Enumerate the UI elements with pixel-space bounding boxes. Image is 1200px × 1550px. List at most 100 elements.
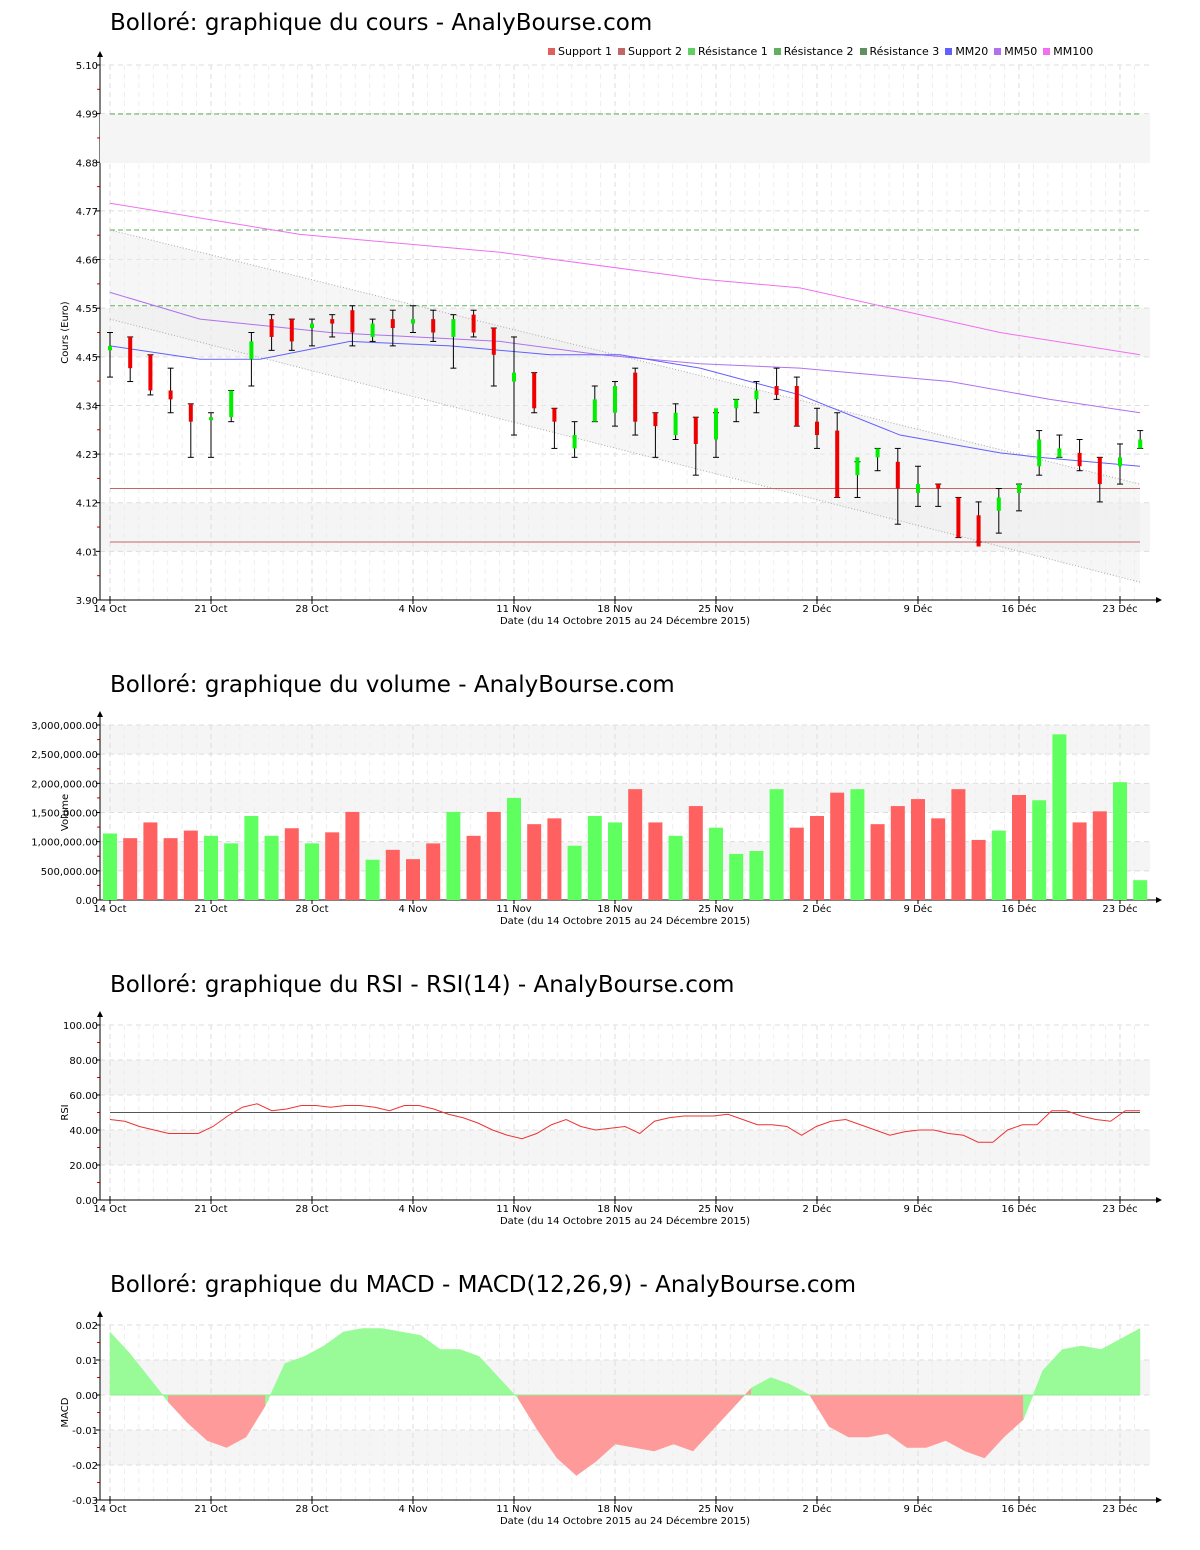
- svg-text:0.00: 0.00: [76, 1196, 98, 1207]
- svg-text:20.00: 20.00: [69, 1161, 98, 1172]
- legend-swatch-icon: [994, 48, 1002, 55]
- svg-text:18 Nov: 18 Nov: [597, 1204, 633, 1215]
- svg-text:60.00: 60.00: [69, 1091, 98, 1102]
- svg-text:4.34: 4.34: [76, 401, 98, 412]
- svg-text:4.12: 4.12: [76, 499, 98, 510]
- legend-item: Support 1: [548, 45, 612, 58]
- svg-text:4 Nov: 4 Nov: [398, 604, 427, 615]
- svg-text:16 Déc: 16 Déc: [1001, 1203, 1036, 1215]
- svg-text:2 Déc: 2 Déc: [803, 903, 832, 915]
- svg-text:80.00: 80.00: [69, 1056, 98, 1067]
- volume-chart: 3,000,000.00 2,500,000.00 2,000,000.00 1,50…: [31, 711, 1162, 927]
- legend-item: MM50: [994, 45, 1037, 58]
- svg-text:Date (du 14 Octobre 2015 au 24: Date (du 14 Octobre 2015 au 24 Décembre …: [500, 1515, 750, 1527]
- svg-text:2,000,000.00: 2,000,000.00: [31, 779, 98, 790]
- svg-text:4 Nov: 4 Nov: [398, 1504, 427, 1515]
- svg-text:Date (du 14 Octobre 2015 au 24: Date (du 14 Octobre 2015 au 24 Décembre …: [500, 615, 750, 627]
- svg-text:-0.01: -0.01: [72, 1426, 98, 1437]
- price-chart: 5.10 4.99 4.88 4.77 4.66 4.55 4.45 4.34 4.23 4.12…: [60, 51, 1162, 627]
- legend-item: MM100: [1043, 45, 1093, 58]
- svg-text:3.90: 3.90: [76, 596, 98, 607]
- svg-text:14 Oct: 14 Oct: [93, 1504, 126, 1515]
- svg-text:2,500,000.00: 2,500,000.00: [31, 750, 98, 761]
- svg-text:18 Nov: 18 Nov: [597, 904, 633, 915]
- svg-text:16 Déc: 16 Déc: [1001, 903, 1036, 915]
- svg-text:9 Déc: 9 Déc: [904, 1503, 933, 1515]
- svg-text:4.88: 4.88: [76, 158, 98, 169]
- legend-swatch-icon: [1043, 48, 1051, 55]
- svg-text:4.45: 4.45: [76, 353, 98, 364]
- svg-text:28 Oct: 28 Oct: [295, 604, 328, 615]
- svg-text:25 Nov: 25 Nov: [698, 604, 734, 615]
- svg-text:Cours (Euro): Cours (Euro): [60, 301, 71, 364]
- legend-item: Support 2: [617, 45, 682, 58]
- svg-text:28 Oct: 28 Oct: [295, 904, 328, 915]
- svg-text:16 Déc: 16 Déc: [1001, 1503, 1036, 1515]
- svg-text:11 Nov: 11 Nov: [496, 904, 532, 915]
- legend-swatch-icon: [859, 48, 867, 55]
- macd-chart-title: Bolloré: graphique du MACD - MACD(12,26,…: [110, 1272, 857, 1298]
- svg-text:23 Déc: 23 Déc: [1102, 1203, 1137, 1215]
- svg-text:11 Nov: 11 Nov: [496, 1204, 532, 1215]
- svg-text:3,000,000.00: 3,000,000.00: [31, 721, 98, 732]
- volume-chart-title: Bolloré: graphique du volume - AnalyBour…: [110, 672, 675, 698]
- svg-text:RSI: RSI: [60, 1104, 71, 1120]
- svg-text:4.99: 4.99: [76, 110, 98, 121]
- svg-text:11 Nov: 11 Nov: [496, 1504, 532, 1515]
- svg-text:Date (du 14 Octobre 2015 au 24: Date (du 14 Octobre 2015 au 24 Décembre …: [500, 1215, 750, 1227]
- svg-text:14 Oct: 14 Oct: [93, 904, 126, 915]
- svg-text:4.23: 4.23: [76, 450, 98, 461]
- legend-item: Résistance 3: [859, 45, 939, 58]
- svg-text:21 Oct: 21 Oct: [194, 604, 227, 615]
- svg-text:16 Déc: 16 Déc: [1001, 603, 1036, 615]
- svg-text:Date (du 14 Octobre 2015 au 24: Date (du 14 Octobre 2015 au 24 Décembre …: [500, 915, 750, 927]
- legend-swatch-icon: [773, 48, 781, 55]
- svg-text:21 Oct: 21 Oct: [194, 1504, 227, 1515]
- svg-text:100.00: 100.00: [63, 1021, 98, 1032]
- svg-text:2 Déc: 2 Déc: [803, 1203, 832, 1215]
- svg-text:4.01: 4.01: [76, 547, 98, 558]
- svg-text:4.66: 4.66: [76, 256, 98, 267]
- svg-text:1,500,000.00: 1,500,000.00: [31, 809, 98, 820]
- svg-text:18 Nov: 18 Nov: [597, 1504, 633, 1515]
- svg-text:14 Oct: 14 Oct: [93, 604, 126, 615]
- svg-text:4.77: 4.77: [76, 207, 98, 218]
- svg-text:11 Nov: 11 Nov: [496, 604, 532, 615]
- svg-text:23 Déc: 23 Déc: [1102, 603, 1137, 615]
- svg-text:28 Oct: 28 Oct: [295, 1504, 328, 1515]
- svg-text:5.10: 5.10: [76, 61, 98, 72]
- svg-text:21 Oct: 21 Oct: [194, 904, 227, 915]
- svg-text:0.00: 0.00: [76, 896, 98, 907]
- svg-text:-0.03: -0.03: [72, 1496, 98, 1507]
- legend-swatch-icon: [687, 48, 695, 55]
- price-legend: Support 1 Support 2 Résistance 1 Résistance…: [548, 45, 1093, 58]
- svg-text:2 Déc: 2 Déc: [803, 1503, 832, 1515]
- svg-text:9 Déc: 9 Déc: [904, 903, 933, 915]
- svg-text:MACD: MACD: [60, 1397, 71, 1427]
- svg-text:9 Déc: 9 Déc: [904, 603, 933, 615]
- svg-text:21 Oct: 21 Oct: [194, 1204, 227, 1215]
- svg-text:18 Nov: 18 Nov: [597, 604, 633, 615]
- svg-text:23 Déc: 23 Déc: [1102, 1503, 1137, 1515]
- legend-swatch-icon: [617, 48, 625, 55]
- svg-text:4.55: 4.55: [76, 304, 98, 315]
- svg-text:2 Déc: 2 Déc: [803, 603, 832, 615]
- svg-text:25 Nov: 25 Nov: [698, 1204, 734, 1215]
- svg-text:500,000.00: 500,000.00: [41, 867, 98, 878]
- svg-text:28 Oct: 28 Oct: [295, 1204, 328, 1215]
- legend-item: Résistance 1: [687, 45, 768, 58]
- svg-text:-0.02: -0.02: [72, 1461, 98, 1472]
- svg-text:1,000,000.00: 1,000,000.00: [31, 838, 98, 849]
- svg-text:4 Nov: 4 Nov: [398, 1204, 427, 1215]
- svg-text:23 Déc: 23 Déc: [1102, 903, 1137, 915]
- legend-swatch-icon: [548, 48, 555, 55]
- svg-text:4 Nov: 4 Nov: [398, 904, 427, 915]
- legend-item: MM20: [945, 45, 988, 58]
- legend-swatch-icon: [945, 48, 953, 55]
- svg-text:0.02: 0.02: [76, 1321, 98, 1332]
- svg-text:40.00: 40.00: [69, 1126, 98, 1137]
- svg-text:0.00: 0.00: [76, 1391, 98, 1402]
